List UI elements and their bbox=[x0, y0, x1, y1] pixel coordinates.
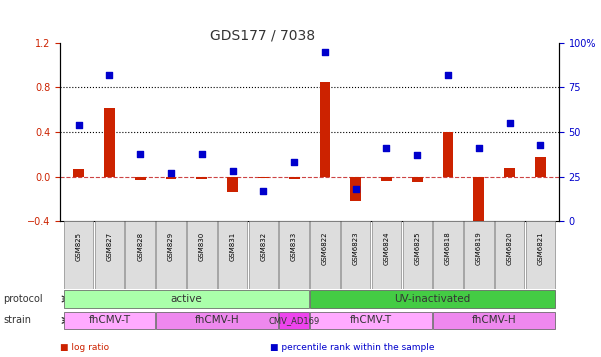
FancyBboxPatch shape bbox=[64, 312, 155, 329]
FancyBboxPatch shape bbox=[218, 221, 248, 289]
Point bbox=[166, 170, 175, 176]
FancyBboxPatch shape bbox=[310, 290, 555, 308]
Bar bbox=[165, 177, 176, 179]
Point bbox=[135, 151, 145, 156]
Bar bbox=[197, 177, 207, 179]
Text: GSM828: GSM828 bbox=[137, 231, 143, 261]
Text: fhCMV-H: fhCMV-H bbox=[472, 315, 517, 326]
Text: protocol: protocol bbox=[3, 294, 43, 304]
Text: GSM6822: GSM6822 bbox=[322, 231, 328, 265]
Text: active: active bbox=[171, 294, 202, 304]
Point bbox=[351, 186, 361, 192]
FancyBboxPatch shape bbox=[310, 312, 432, 329]
Bar bbox=[320, 82, 331, 177]
Bar bbox=[350, 177, 361, 201]
Text: GSM830: GSM830 bbox=[199, 231, 205, 261]
Text: fhCMV-T: fhCMV-T bbox=[350, 315, 392, 326]
Bar bbox=[443, 132, 454, 177]
Point bbox=[258, 188, 268, 194]
Point bbox=[412, 152, 422, 158]
Point bbox=[105, 72, 114, 78]
FancyBboxPatch shape bbox=[187, 221, 216, 289]
Text: GSM6821: GSM6821 bbox=[537, 231, 543, 265]
FancyBboxPatch shape bbox=[526, 221, 555, 289]
FancyBboxPatch shape bbox=[495, 221, 525, 289]
FancyBboxPatch shape bbox=[94, 221, 124, 289]
FancyBboxPatch shape bbox=[371, 221, 401, 289]
Text: GSM6823: GSM6823 bbox=[353, 231, 359, 265]
Text: UV-inactivated: UV-inactivated bbox=[395, 294, 471, 304]
Point bbox=[535, 142, 545, 147]
Text: GSM833: GSM833 bbox=[291, 231, 297, 261]
FancyBboxPatch shape bbox=[279, 221, 309, 289]
FancyBboxPatch shape bbox=[126, 221, 155, 289]
Bar bbox=[412, 177, 423, 182]
Point bbox=[197, 151, 207, 156]
FancyBboxPatch shape bbox=[433, 221, 463, 289]
Bar bbox=[135, 177, 145, 180]
Bar bbox=[288, 177, 299, 179]
FancyBboxPatch shape bbox=[279, 312, 309, 329]
Point bbox=[74, 122, 84, 128]
Text: GSM6818: GSM6818 bbox=[445, 231, 451, 265]
Point bbox=[320, 49, 330, 55]
Text: ■ log ratio: ■ log ratio bbox=[60, 343, 109, 352]
Bar bbox=[504, 168, 515, 177]
Point bbox=[382, 145, 391, 151]
FancyBboxPatch shape bbox=[156, 221, 186, 289]
Bar bbox=[258, 177, 269, 178]
Text: GSM6824: GSM6824 bbox=[383, 231, 389, 265]
FancyBboxPatch shape bbox=[433, 312, 555, 329]
FancyBboxPatch shape bbox=[156, 312, 278, 329]
FancyBboxPatch shape bbox=[403, 221, 432, 289]
FancyBboxPatch shape bbox=[64, 290, 309, 308]
Text: fhCMV-H: fhCMV-H bbox=[195, 315, 239, 326]
Point bbox=[474, 145, 484, 151]
Bar bbox=[73, 169, 84, 177]
Text: GSM827: GSM827 bbox=[106, 231, 112, 261]
Text: GSM6820: GSM6820 bbox=[507, 231, 513, 265]
Bar bbox=[104, 107, 115, 177]
Bar bbox=[535, 157, 546, 177]
FancyBboxPatch shape bbox=[64, 221, 93, 289]
Point bbox=[505, 120, 514, 126]
FancyBboxPatch shape bbox=[341, 221, 370, 289]
Text: GSM829: GSM829 bbox=[168, 231, 174, 261]
Bar bbox=[227, 177, 238, 192]
Text: CMV_AD169: CMV_AD169 bbox=[269, 316, 320, 325]
Text: ■ percentile rank within the sample: ■ percentile rank within the sample bbox=[270, 343, 435, 352]
Point bbox=[444, 72, 453, 78]
Text: GSM831: GSM831 bbox=[230, 231, 236, 261]
FancyBboxPatch shape bbox=[464, 221, 493, 289]
Text: fhCMV-T: fhCMV-T bbox=[88, 315, 130, 326]
Text: GSM6825: GSM6825 bbox=[414, 231, 420, 265]
Text: GSM825: GSM825 bbox=[76, 231, 82, 261]
Text: GSM832: GSM832 bbox=[260, 231, 266, 261]
FancyBboxPatch shape bbox=[310, 221, 340, 289]
Point bbox=[228, 169, 237, 174]
Text: GDS177 / 7038: GDS177 / 7038 bbox=[210, 29, 316, 42]
Bar bbox=[474, 177, 484, 230]
Text: GSM6819: GSM6819 bbox=[476, 231, 482, 265]
Bar bbox=[381, 177, 392, 181]
FancyBboxPatch shape bbox=[249, 221, 278, 289]
Text: strain: strain bbox=[3, 315, 31, 326]
Point bbox=[289, 160, 299, 165]
